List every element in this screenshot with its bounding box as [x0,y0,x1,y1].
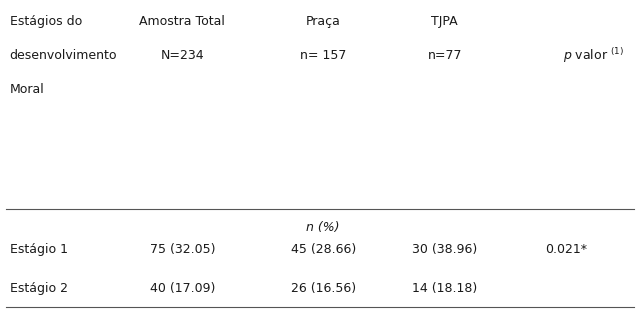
Text: $p$ valor $\mathregular{^{(1)}}$: $p$ valor $\mathregular{^{(1)}}$ [563,46,624,65]
Text: Amostra Total: Amostra Total [140,15,225,28]
Text: 30 (38.96): 30 (38.96) [412,243,477,256]
Text: Moral: Moral [10,83,44,96]
Text: Praça: Praça [306,15,340,28]
Text: 26 (16.56): 26 (16.56) [291,282,356,295]
Text: Estágios do: Estágios do [10,15,82,28]
Text: 0.021*: 0.021* [545,243,588,256]
Text: n= 157: n= 157 [300,49,346,62]
Text: 75 (32.05): 75 (32.05) [150,243,215,256]
Text: Estágio 1: Estágio 1 [10,243,68,256]
Text: 40 (17.09): 40 (17.09) [150,282,215,295]
Text: 14 (18.18): 14 (18.18) [412,282,477,295]
Text: desenvolvimento: desenvolvimento [10,49,117,62]
Text: n=77: n=77 [428,49,462,62]
Text: TJPA: TJPA [431,15,458,28]
Text: N=234: N=234 [161,49,204,62]
Text: n (%): n (%) [307,221,340,234]
Text: Estágio 2: Estágio 2 [10,282,68,295]
Text: 45 (28.66): 45 (28.66) [291,243,356,256]
